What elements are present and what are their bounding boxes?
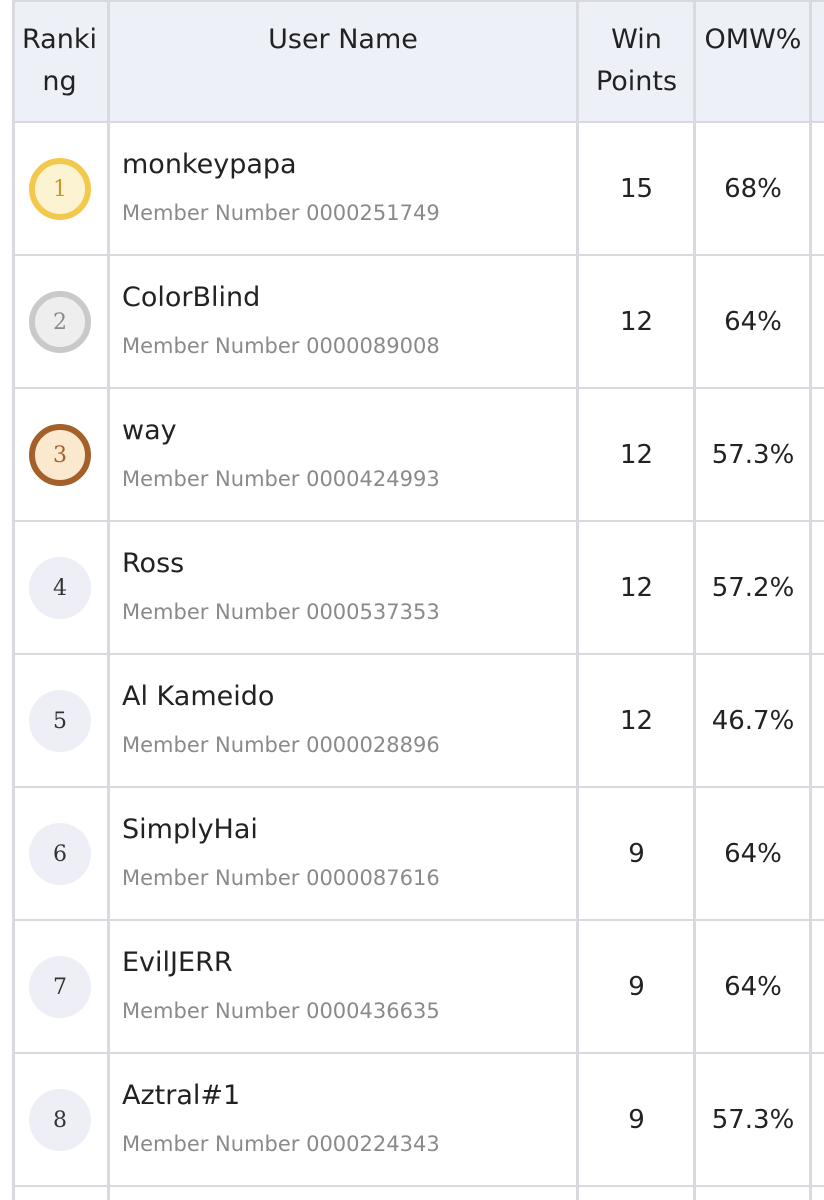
user-name: Ross <box>122 548 185 579</box>
user-name: monkeypapa <box>122 149 297 180</box>
win-points: 12 <box>619 306 654 337</box>
header-omw-label: OMW% <box>704 24 802 55</box>
rank-badge: 8 <box>29 1089 91 1151</box>
header-ranking-line2: ng <box>42 66 77 97</box>
grid-line <box>12 1185 824 1187</box>
grid-line <box>12 653 824 655</box>
header-ranking: Ranki ng <box>12 0 107 122</box>
omw-percent: 64% <box>724 306 782 337</box>
header-omw: OMW% <box>695 0 811 122</box>
grid-line <box>12 121 824 123</box>
rank-badge: 5 <box>29 690 91 752</box>
rank-badge: 6 <box>29 823 91 885</box>
rank-badge: 7 <box>29 956 91 1018</box>
header-user-name: User Name <box>110 0 576 122</box>
user-name: ColorBlind <box>122 282 261 313</box>
win-points: 9 <box>628 971 645 1002</box>
grid-line <box>107 0 110 1200</box>
grid-line <box>12 254 824 256</box>
user-name: Aztral#1 <box>122 1080 241 1111</box>
grid-line <box>12 520 824 522</box>
grid-line <box>12 387 824 389</box>
bronze-medal-badge: 3 <box>29 424 91 486</box>
header-win-line2: Points <box>595 66 678 97</box>
table-row: 4 Ross Member Number 0000537353 12 57.2% <box>12 522 824 653</box>
table-row: 5 Al Kameido Member Number 0000028896 12 46.… <box>12 655 824 786</box>
user-name: Al Kameido <box>122 681 275 712</box>
omw-percent: 57.3% <box>711 439 795 470</box>
table-row: 3 way Member Number 0000424993 12 57.3% <box>12 389 824 520</box>
header-win-line1: Win <box>611 24 662 55</box>
user-name: EvilJERR <box>122 947 233 978</box>
table-row: 2 ColorBlind Member Number 0000089008 12 64% <box>12 256 824 387</box>
member-number: Member Number 0000424993 <box>122 467 440 491</box>
omw-percent: 64% <box>724 971 782 1002</box>
omw-percent: 46.7% <box>711 705 795 736</box>
gold-medal-badge: 1 <box>29 158 91 220</box>
rank-badge: 4 <box>29 557 91 619</box>
header-win-points: Win Points <box>578 0 695 122</box>
table-row: 1 monkeypapa Member Number 0000251749 15 68% <box>12 123 824 254</box>
table-row: 6 SimplyHai Member Number 0000087616 9 64% <box>12 788 824 919</box>
user-name: SimplyHai <box>122 814 258 845</box>
grid-line <box>12 1052 824 1054</box>
header-user-name-label: User Name <box>268 24 418 55</box>
win-points: 12 <box>619 439 654 470</box>
grid-line <box>12 786 824 788</box>
grid-line <box>12 919 824 921</box>
member-number: Member Number 0000537353 <box>122 600 440 624</box>
member-number: Member Number 0000089008 <box>122 334 440 358</box>
member-number: Member Number 0000251749 <box>122 201 440 225</box>
member-number: Member Number 0000224343 <box>122 1132 440 1156</box>
win-points: 9 <box>628 1104 645 1135</box>
member-number: Member Number 0000436635 <box>122 999 440 1023</box>
grid-line <box>12 0 824 2</box>
grid-line <box>809 0 812 1200</box>
user-name: way <box>122 415 177 446</box>
grid-line <box>12 0 15 1200</box>
omw-percent: 57.3% <box>711 1104 795 1135</box>
win-points: 15 <box>619 173 654 204</box>
omw-percent: 64% <box>724 838 782 869</box>
omw-percent: 68% <box>724 173 782 204</box>
win-points: 12 <box>619 572 654 603</box>
header-ranking-line1: Ranki <box>22 24 97 55</box>
member-number: Member Number 0000087616 <box>122 866 440 890</box>
win-points: 9 <box>628 838 645 869</box>
table-row: 7 EvilJERR Member Number 0000436635 9 64% <box>12 921 824 1052</box>
table-header <box>12 0 824 122</box>
table-row: 8 Aztral#1 Member Number 0000224343 9 57.3% <box>12 1054 824 1185</box>
omw-percent: 57.2% <box>711 572 795 603</box>
grid-line <box>693 0 696 1200</box>
win-points: 12 <box>619 705 654 736</box>
member-number: Member Number 0000028896 <box>122 733 440 757</box>
grid-line <box>576 0 579 1200</box>
silver-medal-badge: 2 <box>29 291 91 353</box>
